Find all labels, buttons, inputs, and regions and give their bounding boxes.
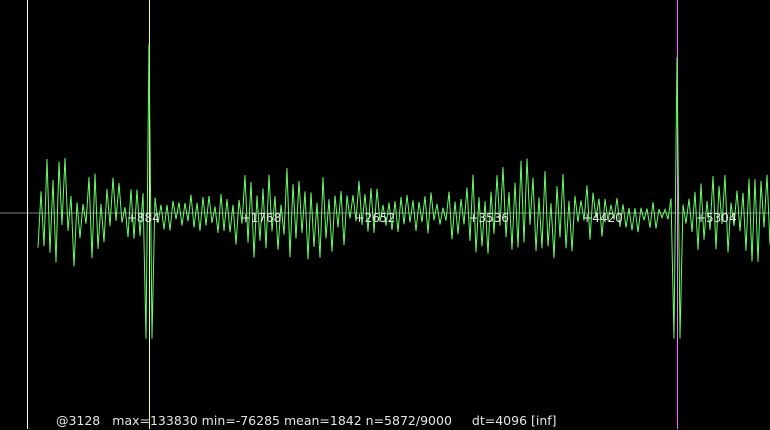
x-tick-label: +2652 — [355, 211, 396, 225]
tick-label-layer: +884 +1768 +2652 +3536 +4420 +5304 — [127, 211, 737, 225]
status-bar: @3128 max=133830 min=-76285 mean=1842 n=5… — [48, 394, 557, 428]
waveform-trace — [37, 43, 770, 339]
x-tick-label: +1768 — [241, 211, 282, 225]
signal-stats: max=133830 min=-76285 mean=1842 n=5872/9… — [112, 413, 452, 428]
time-delta: dt=4096 [inf] — [471, 413, 557, 428]
cursor-position: @3128 — [55, 413, 101, 428]
waveform-layer — [37, 43, 770, 339]
x-tick-label: +4420 — [582, 211, 623, 225]
x-tick-label: +884 — [127, 211, 160, 225]
x-tick-label: +5304 — [696, 211, 737, 225]
x-tick-label: +3536 — [468, 211, 509, 225]
